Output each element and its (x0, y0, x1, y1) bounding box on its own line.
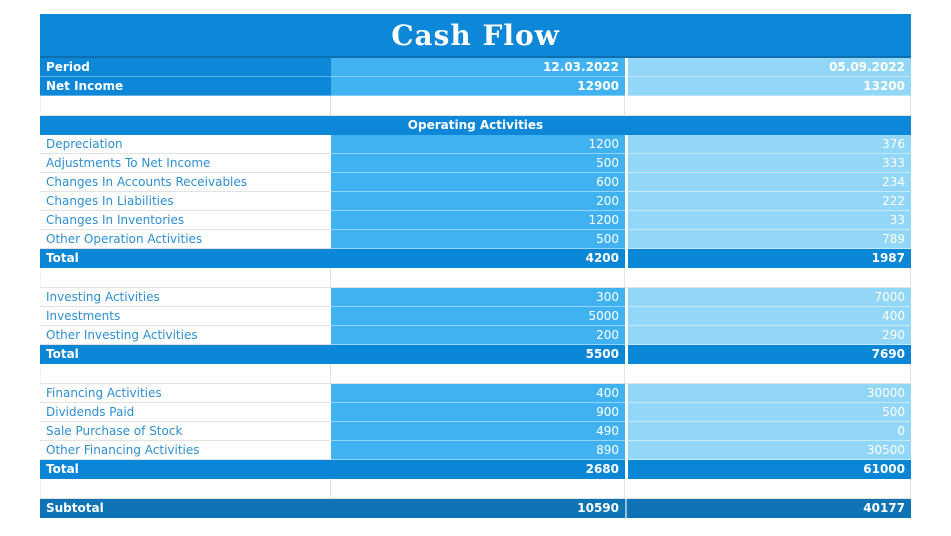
table-row: Changes In Inventories 1200 33 (40, 211, 911, 230)
section-title[interactable]: Operating Activities (40, 116, 911, 135)
cell-value-period1[interactable]: 5500 (331, 345, 625, 364)
table-row: Depreciation 1200 376 (40, 135, 911, 154)
cell-value-period2[interactable]: 40177 (625, 499, 911, 518)
cashflow-table: Period 12.03.2022 05.09.2022 Net Income 1290… (40, 58, 911, 518)
cell-value-period2[interactable]: 0 (625, 422, 911, 441)
cell-value-period2[interactable]: 33 (625, 211, 911, 230)
cell-value-period2[interactable]: 05.09.2022 (625, 58, 911, 77)
spacer-row (40, 479, 911, 499)
cell-value-period2[interactable]: 222 (625, 192, 911, 211)
section-header-row: Operating Activities (40, 116, 911, 135)
cell-value-period2[interactable]: 1987 (625, 249, 911, 268)
cell-value-period1[interactable]: 4200 (331, 249, 625, 268)
spacer-cell[interactable] (331, 96, 625, 116)
table-row: Changes In Accounts Receivables 600 234 (40, 173, 911, 192)
table-title[interactable]: Cash Flow (40, 14, 911, 58)
cell-value-period1[interactable]: 490 (331, 422, 625, 441)
cell-value-period1[interactable]: 500 (331, 154, 625, 173)
spacer-cell[interactable] (331, 268, 625, 288)
cell-value-period1[interactable]: 400 (331, 384, 625, 403)
cell-value-period2[interactable]: 290 (625, 326, 911, 345)
cell-value-period2[interactable]: 789 (625, 230, 911, 249)
spacer-cell[interactable] (625, 479, 911, 499)
cell-value-period1[interactable]: 500 (331, 230, 625, 249)
table-row: Investing Activities 300 7000 (40, 288, 911, 307)
spacer-row (40, 364, 911, 384)
cell-label[interactable]: Net Income (40, 77, 331, 96)
table-row: Other Operation Activities 500 789 (40, 230, 911, 249)
spacer-cell[interactable] (625, 364, 911, 384)
table-row: Total 4200 1987 (40, 249, 911, 268)
cell-value-period1[interactable]: 1200 (331, 211, 625, 230)
table-row: Total 2680 61000 (40, 460, 911, 479)
cell-value-period2[interactable]: 30500 (625, 441, 911, 460)
cell-value-period1[interactable]: 12.03.2022 (331, 58, 625, 77)
spacer-cell[interactable] (40, 96, 331, 116)
cell-label[interactable]: Other Operation Activities (40, 230, 331, 249)
table-row: Sale Purchase of Stock 490 0 (40, 422, 911, 441)
table-row: Net Income 12900 13200 (40, 77, 911, 96)
cell-label[interactable]: Other Financing Activities (40, 441, 331, 460)
cell-label[interactable]: Sale Purchase of Stock (40, 422, 331, 441)
cell-label[interactable]: Changes In Liabilities (40, 192, 331, 211)
cell-value-period2[interactable]: 500 (625, 403, 911, 422)
table-row: Period 12.03.2022 05.09.2022 (40, 58, 911, 77)
spacer-row (40, 96, 911, 116)
cell-label[interactable]: Total (40, 460, 331, 479)
table-row: Total 5500 7690 (40, 345, 911, 364)
table-row: Changes In Liabilities 200 222 (40, 192, 911, 211)
spacer-cell[interactable] (625, 268, 911, 288)
cell-label[interactable]: Investing Activities (40, 288, 331, 307)
table-row: Investments 5000 400 (40, 307, 911, 326)
cell-value-period2[interactable]: 61000 (625, 460, 911, 479)
cell-label[interactable]: Adjustments To Net Income (40, 154, 331, 173)
cell-value-period1[interactable]: 5000 (331, 307, 625, 326)
spacer-cell[interactable] (331, 479, 625, 499)
cell-value-period2[interactable]: 376 (625, 135, 911, 154)
spacer-cell[interactable] (40, 268, 331, 288)
table-row: Adjustments To Net Income 500 333 (40, 154, 911, 173)
cell-label[interactable]: Financing Activities (40, 384, 331, 403)
spacer-cell[interactable] (331, 364, 625, 384)
cell-value-period2[interactable]: 13200 (625, 77, 911, 96)
cell-value-period2[interactable]: 30000 (625, 384, 911, 403)
cell-label[interactable]: Investments (40, 307, 331, 326)
cell-value-period1[interactable]: 200 (331, 192, 625, 211)
cell-value-period2[interactable]: 7000 (625, 288, 911, 307)
cell-value-period1[interactable]: 2680 (331, 460, 625, 479)
cell-value-period1[interactable]: 300 (331, 288, 625, 307)
cell-label[interactable]: Period (40, 58, 331, 77)
cell-value-period1[interactable]: 200 (331, 326, 625, 345)
cell-value-period1[interactable]: 1200 (331, 135, 625, 154)
cell-value-period2[interactable]: 333 (625, 154, 911, 173)
spacer-row (40, 268, 911, 288)
cell-label[interactable]: Changes In Inventories (40, 211, 331, 230)
cell-value-period1[interactable]: 12900 (331, 77, 625, 96)
cashflow-sheet: Cash Flow Period 12.03.2022 05.09.2022 Net … (40, 14, 911, 518)
cell-label[interactable]: Changes In Accounts Receivables (40, 173, 331, 192)
table-row: Dividends Paid 900 500 (40, 403, 911, 422)
cell-value-period1[interactable]: 890 (331, 441, 625, 460)
cell-value-period2[interactable]: 400 (625, 307, 911, 326)
cell-label[interactable]: Other Investing Activities (40, 326, 331, 345)
cell-label[interactable]: Total (40, 249, 331, 268)
cell-value-period1[interactable]: 900 (331, 403, 625, 422)
cell-value-period2[interactable]: 234 (625, 173, 911, 192)
cell-label[interactable]: Dividends Paid (40, 403, 331, 422)
cell-label[interactable]: Total (40, 345, 331, 364)
table-row: Other Financing Activities 890 30500 (40, 441, 911, 460)
spacer-cell[interactable] (40, 364, 331, 384)
table-row: Other Investing Activities 200 290 (40, 326, 911, 345)
cell-value-period1[interactable]: 600 (331, 173, 625, 192)
spacer-cell[interactable] (625, 96, 911, 116)
spacer-cell[interactable] (40, 479, 331, 499)
cell-label[interactable]: Depreciation (40, 135, 331, 154)
table-row: Financing Activities 400 30000 (40, 384, 911, 403)
cell-label[interactable]: Subtotal (40, 499, 331, 518)
cell-value-period2[interactable]: 7690 (625, 345, 911, 364)
table-row: Subtotal 10590 40177 (40, 499, 911, 518)
cell-value-period1[interactable]: 10590 (331, 499, 625, 518)
